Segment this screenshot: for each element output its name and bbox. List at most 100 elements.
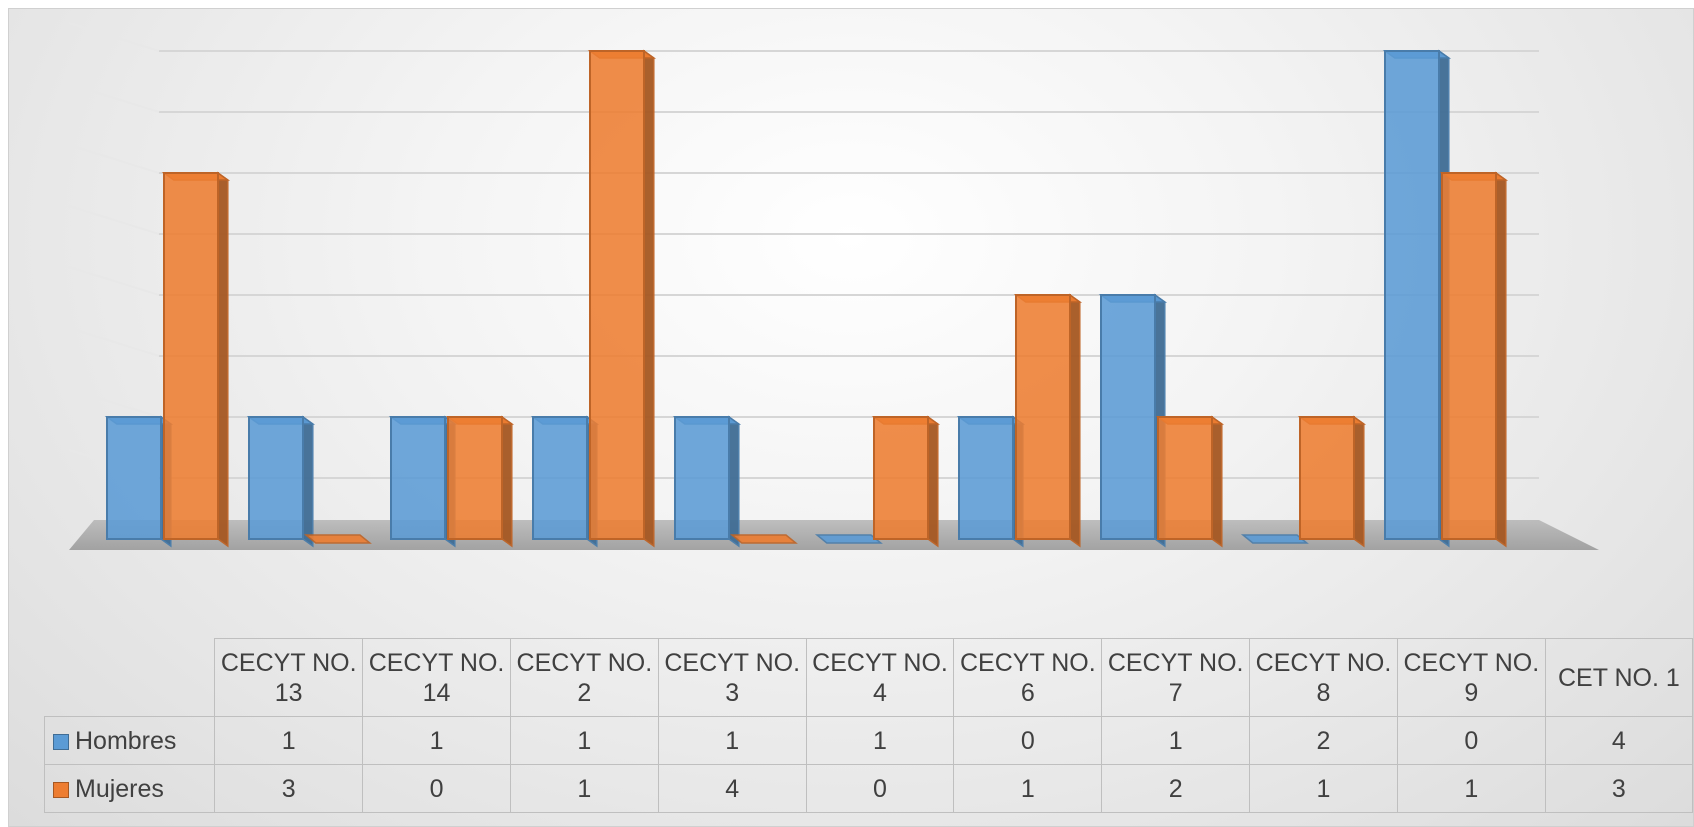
category-label-line: CECYT NO. bbox=[1107, 648, 1244, 677]
grid-line-side bbox=[68, 327, 160, 357]
table-category-label: CECYT NO. 9 bbox=[1396, 638, 1546, 717]
bar-side bbox=[1211, 415, 1223, 548]
category-label-line: CECYT NO. bbox=[1403, 648, 1540, 677]
bar-zero bbox=[814, 534, 883, 544]
category-label-line: 4 bbox=[873, 678, 887, 707]
bar bbox=[1240, 534, 1309, 544]
bar-side bbox=[728, 415, 740, 548]
table-category-label: CECYT NO. 4 bbox=[805, 638, 955, 717]
table-category-label: CET NO. 1 bbox=[1544, 638, 1694, 717]
bar bbox=[1098, 293, 1168, 548]
legend-key-icon bbox=[53, 781, 69, 798]
category-label-line: 3 bbox=[725, 678, 740, 707]
category-label-line: CECYT NO. bbox=[960, 648, 1096, 677]
data-label: 4 bbox=[657, 764, 807, 813]
bar bbox=[161, 171, 231, 548]
data-label: 1 bbox=[509, 716, 659, 765]
grid-line-side bbox=[68, 144, 160, 174]
data-label: 0 bbox=[1396, 716, 1546, 765]
series-row: Hombres 1 1 1 1 1 0 1 2 0 4 bbox=[43, 716, 1694, 765]
bar-front bbox=[532, 416, 588, 540]
bar bbox=[672, 415, 742, 548]
bar-front bbox=[674, 416, 730, 540]
table-category-label: CECYT NO. 6 bbox=[953, 638, 1103, 717]
bar bbox=[587, 49, 657, 548]
bar-front bbox=[1441, 172, 1497, 540]
data-label: 0 bbox=[362, 764, 511, 813]
grid-lines bbox=[68, 22, 1539, 479]
category-label-line: CECYT NO. bbox=[812, 648, 948, 677]
bar-side bbox=[1353, 415, 1365, 548]
bar bbox=[956, 415, 1026, 548]
series-row: Mujeres 3 0 1 4 0 1 2 1 1 3 bbox=[43, 764, 1694, 813]
bar-side bbox=[217, 171, 229, 548]
data-label: 3 bbox=[214, 764, 364, 813]
bar-front bbox=[248, 416, 304, 540]
data-label: 1 bbox=[805, 716, 955, 765]
grid-line-side bbox=[68, 388, 160, 418]
bar-front bbox=[1015, 294, 1071, 540]
category-row: CECYT NO. 13 CECYT NO. 14 CECYT NO. 2 CECYT NO… bbox=[44, 638, 1694, 717]
legend-label: Mujeres bbox=[75, 774, 164, 803]
category-label-line: CET NO. 1 bbox=[1557, 663, 1680, 692]
bar-side bbox=[643, 49, 655, 548]
bar bbox=[1382, 49, 1452, 548]
bar bbox=[729, 534, 798, 544]
data-table: CECYT NO. 13 CECYT NO. 14 CECYT NO. 2 CECYT NO… bbox=[43, 638, 1694, 813]
category-label-line: CECYT NO. bbox=[1255, 648, 1392, 677]
bar bbox=[530, 415, 600, 548]
bar-side bbox=[1069, 293, 1081, 548]
bars bbox=[104, 49, 1509, 548]
grid-line-side bbox=[68, 22, 160, 52]
bar bbox=[1439, 171, 1509, 548]
table-category-label: CECYT NO. 13 bbox=[214, 638, 364, 717]
bar bbox=[388, 415, 458, 548]
data-label: 3 bbox=[1544, 764, 1694, 813]
bar-front bbox=[390, 416, 446, 540]
bar bbox=[814, 534, 883, 544]
bar-side bbox=[1495, 171, 1507, 548]
legend-key-icon bbox=[53, 733, 69, 750]
bar-zero bbox=[729, 534, 798, 544]
category-label-line: 9 bbox=[1464, 678, 1479, 707]
category-label-line: CECYT NO. bbox=[220, 648, 357, 677]
bar-front bbox=[1299, 416, 1355, 540]
data-label: 1 bbox=[509, 764, 659, 813]
bar bbox=[1013, 293, 1083, 548]
table-category-label: CECYT NO. 3 bbox=[657, 638, 807, 717]
grid-line-side bbox=[68, 205, 160, 235]
bar-side bbox=[927, 415, 939, 548]
table-category-label: CECYT NO. 14 bbox=[362, 638, 511, 717]
data-label: 1 bbox=[214, 716, 364, 765]
bar-front bbox=[447, 416, 503, 540]
bar-front bbox=[163, 172, 219, 540]
bar bbox=[445, 415, 515, 548]
bar bbox=[871, 415, 941, 548]
category-label-line: CECYT NO. bbox=[516, 648, 653, 677]
bar-zero bbox=[303, 534, 372, 544]
category-label-line: 13 bbox=[274, 678, 303, 707]
table-corner bbox=[44, 638, 216, 717]
data-label: 1 bbox=[657, 716, 807, 765]
chart-area: CECYT NO. 13 CECYT NO. 14 CECYT NO. 2 CECYT NO… bbox=[8, 8, 1694, 827]
category-label-line: 7 bbox=[1168, 678, 1183, 707]
chart-plot bbox=[68, 22, 1599, 550]
bar-side bbox=[501, 415, 513, 548]
bar-front bbox=[958, 416, 1014, 540]
bar-front bbox=[1100, 294, 1156, 540]
bar bbox=[246, 415, 316, 548]
legend-label: Hombres bbox=[75, 726, 177, 755]
bar-side bbox=[302, 415, 314, 548]
grid-line-side bbox=[68, 266, 160, 296]
data-label: 1 bbox=[362, 716, 511, 765]
data-label: 1 bbox=[1396, 764, 1546, 813]
data-label: 1 bbox=[1101, 716, 1251, 765]
legend-entry: Hombres bbox=[43, 716, 216, 765]
table-category-label: CECYT NO. 2 bbox=[509, 638, 659, 717]
table-category-label: CECYT NO. 8 bbox=[1249, 638, 1398, 717]
category-label-line: CECYT NO. bbox=[664, 648, 801, 677]
data-label: 1 bbox=[1249, 764, 1398, 813]
grid-line-side bbox=[68, 83, 160, 113]
category-label-line: CECYT NO. bbox=[368, 648, 505, 677]
bar-front bbox=[1157, 416, 1213, 540]
